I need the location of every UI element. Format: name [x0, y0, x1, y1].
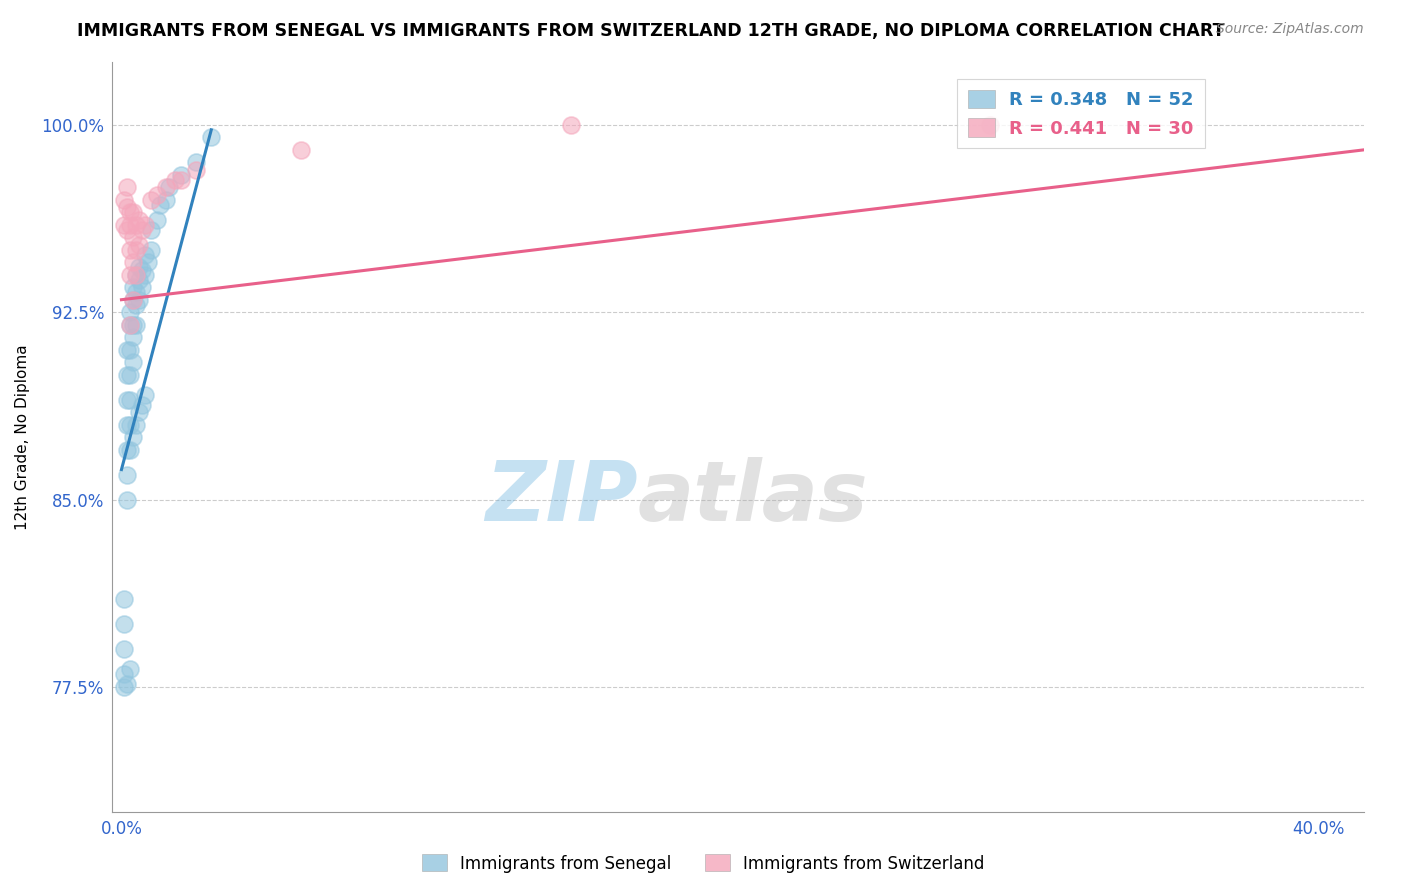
Point	[122, 355, 145, 369]
Point	[114, 193, 136, 207]
Point	[155, 193, 177, 207]
Point	[186, 155, 208, 169]
Point	[114, 680, 136, 694]
Point	[125, 268, 148, 282]
Point	[120, 205, 142, 219]
Point	[560, 118, 582, 132]
Point	[114, 617, 136, 632]
Point	[117, 417, 139, 432]
Point	[120, 218, 142, 232]
Point	[125, 285, 148, 300]
Point	[120, 305, 142, 319]
Y-axis label: 12th Grade, No Diploma: 12th Grade, No Diploma	[15, 344, 30, 530]
Point	[122, 318, 145, 332]
Point	[141, 223, 163, 237]
Point	[120, 268, 142, 282]
Point	[120, 318, 142, 332]
Point	[117, 392, 139, 407]
Point	[117, 180, 139, 194]
Point	[117, 368, 139, 382]
Text: Source: ZipAtlas.com: Source: ZipAtlas.com	[1216, 22, 1364, 37]
Point	[170, 168, 193, 182]
Point	[120, 243, 142, 257]
Point	[146, 212, 169, 227]
Point	[165, 173, 187, 187]
Point	[134, 387, 156, 401]
Point	[114, 642, 136, 657]
Point	[155, 180, 177, 194]
Point	[125, 298, 148, 312]
Point	[146, 187, 169, 202]
Point	[120, 442, 142, 457]
Point	[120, 343, 142, 357]
Legend: Immigrants from Senegal, Immigrants from Switzerland: Immigrants from Senegal, Immigrants from…	[415, 847, 991, 880]
Point	[122, 205, 145, 219]
Point	[141, 193, 163, 207]
Point	[117, 677, 139, 691]
Point	[131, 262, 153, 277]
Legend: R = 0.348   N = 52, R = 0.441   N = 30: R = 0.348 N = 52, R = 0.441 N = 30	[957, 79, 1205, 148]
Point	[117, 223, 139, 237]
Point	[149, 198, 172, 212]
Point	[120, 318, 142, 332]
Point	[120, 662, 142, 676]
Point	[120, 392, 142, 407]
Point	[114, 667, 136, 681]
Point	[170, 173, 193, 187]
Point	[122, 430, 145, 444]
Point	[122, 230, 145, 244]
Point	[114, 218, 136, 232]
Point	[122, 255, 145, 269]
Point	[128, 260, 150, 275]
Text: ZIP: ZIP	[485, 457, 638, 538]
Point	[186, 162, 208, 177]
Point	[122, 280, 145, 294]
Point	[290, 143, 312, 157]
Point	[117, 200, 139, 214]
Text: IMMIGRANTS FROM SENEGAL VS IMMIGRANTS FROM SWITZERLAND 12TH GRADE, NO DIPLOMA CO: IMMIGRANTS FROM SENEGAL VS IMMIGRANTS FR…	[77, 22, 1225, 40]
Text: atlas: atlas	[638, 457, 869, 538]
Point	[131, 280, 153, 294]
Point	[979, 118, 1001, 132]
Point	[114, 592, 136, 607]
Point	[131, 223, 153, 237]
Point	[131, 398, 153, 412]
Point	[122, 330, 145, 344]
Point	[134, 218, 156, 232]
Point	[125, 268, 148, 282]
Point	[125, 417, 148, 432]
Point	[122, 293, 145, 307]
Point	[128, 237, 150, 252]
Point	[138, 255, 160, 269]
Point	[157, 180, 180, 194]
Point	[117, 467, 139, 482]
Point	[117, 492, 139, 507]
Point	[120, 417, 142, 432]
Point	[200, 130, 222, 145]
Point	[128, 405, 150, 419]
Point	[128, 212, 150, 227]
Point	[134, 268, 156, 282]
Point	[117, 343, 139, 357]
Point	[128, 293, 150, 307]
Point	[122, 293, 145, 307]
Point	[125, 318, 148, 332]
Point	[141, 243, 163, 257]
Point	[134, 248, 156, 262]
Point	[125, 218, 148, 232]
Point	[125, 243, 148, 257]
Point	[120, 368, 142, 382]
Point	[128, 273, 150, 287]
Point	[117, 442, 139, 457]
